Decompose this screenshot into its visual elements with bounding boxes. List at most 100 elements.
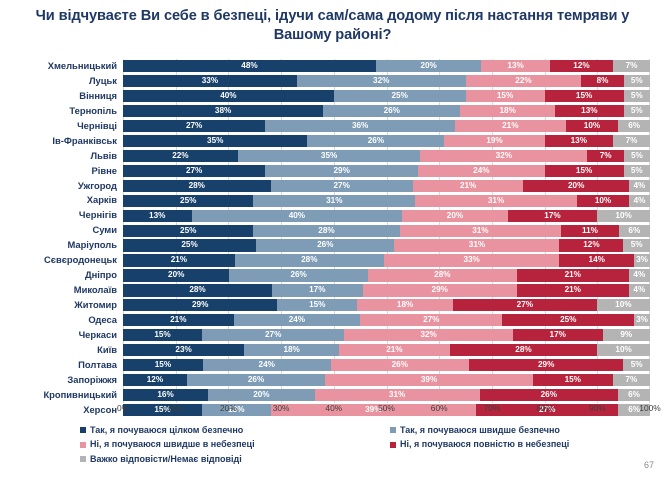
bar-segment: 7% [613, 60, 650, 73]
bar-segment-label: 25% [180, 195, 197, 205]
bar-segment: 32% [420, 149, 588, 163]
stacked-bar: 15% 13% 39% 27% 6% [123, 403, 650, 417]
bar-segment: 24% [233, 314, 361, 327]
bar-segment: 31% [253, 194, 416, 207]
x-axis-tick-label: 0% [116, 403, 130, 413]
legend-item: Ні, я почуваюся повністю в небезпеці [390, 438, 569, 453]
bar-segment: 27% [360, 314, 503, 327]
bar-segment-label: 10% [615, 210, 632, 220]
bar-segment: 4% [628, 179, 650, 192]
bar-segment: 28% [234, 254, 384, 267]
legend-column-left: Так, я почуваюся цілком безпечно Ні, я по… [80, 423, 255, 467]
bar-segment: 7% [587, 149, 624, 163]
bar-segment: 28% [253, 224, 400, 237]
bar-segment: 29% [123, 299, 278, 312]
bar-segment: 23% [123, 344, 245, 357]
chart-row: Львів 22% 35% 32% 7% 5% [0, 149, 665, 164]
stacked-bar: 28% 17% 29% 21% 4% [123, 284, 650, 297]
bar-segment-label: 20% [567, 180, 585, 190]
bar-segment: 39% [325, 373, 533, 387]
bar-segment-label: 29% [537, 359, 555, 369]
bar-segment-label: 15% [154, 404, 171, 414]
legend-label: Так, я почуваюся швидше безпечно [400, 424, 560, 435]
bar-segment-label: 6% [628, 389, 640, 399]
bar-segment-label: 29% [333, 165, 350, 175]
bar-segment: 17% [272, 284, 363, 297]
bar-segment: 28% [367, 269, 517, 282]
bar-segment: 40% [123, 90, 334, 103]
bar-segment-label: 35% [207, 135, 224, 145]
stacked-bar: 27% 36% 21% 10% 6% [123, 119, 650, 133]
chart-row: Ужгород 28% 27% 21% 20% 4% [0, 179, 665, 194]
bar-segment-label: 5% [630, 91, 643, 101]
chart-rows-container: Хмельницький 48% 20% 13% 12% 7% Луцьк 33% 32% 22%… [0, 59, 665, 417]
bar-segment: 9% [602, 329, 650, 342]
chart-row: Полтава 15% 24% 26% 29% 5% [0, 358, 665, 373]
bar-segment-label: 10% [583, 120, 601, 130]
chart-row: Херсон 15% 13% 39% 27% 6% [0, 403, 665, 418]
bar-segment-label: 40% [220, 91, 237, 101]
bar-segment: 18% [460, 105, 556, 118]
bar-segment-label: 36% [351, 120, 369, 130]
stacked-bar: 15% 24% 26% 29% 5% [123, 358, 650, 372]
stacked-bar: 33% 32% 22% 8% 5% [123, 75, 650, 88]
bar-segment-label: 17% [544, 210, 561, 220]
bar-segment: 5% [623, 164, 650, 178]
bar-segment-label: 15% [575, 91, 593, 101]
bar-segment-label: 3% [636, 315, 648, 325]
bar-segment-label: 15% [496, 91, 514, 101]
row-category-label: Ів-Франківськ [52, 134, 117, 146]
bar-segment: 25% [123, 239, 257, 252]
bar-segment-label: 26% [367, 135, 385, 145]
stacked-bar: 38% 26% 18% 13% 5% [123, 105, 650, 118]
bar-segment: 24% [418, 164, 545, 178]
bar-segment: 20% [123, 269, 230, 282]
bar-segment-label: 21% [502, 120, 519, 130]
row-category-label: Чернівці [77, 119, 117, 131]
bar-segment: 26% [479, 388, 619, 402]
chart-row: Дніпро 20% 26% 28% 21% 4% [0, 268, 665, 283]
bar-segment: 21% [123, 314, 234, 327]
bar-segment-label: 21% [170, 315, 187, 325]
bar-segment: 15% [532, 373, 613, 387]
bar-segment-label: 14% [588, 255, 605, 265]
bar-segment: 26% [323, 105, 461, 118]
stacked-bar: 21% 24% 27% 25% 3% [123, 314, 650, 327]
bar-segment: 21% [339, 344, 450, 357]
stacked-bar: 25% 31% 31% 10% 4% [123, 194, 650, 207]
chart-row: Рівне 27% 29% 24% 15% 5% [0, 164, 665, 179]
bar-segment-label: 20% [420, 61, 437, 71]
bar-segment-label: 17% [549, 330, 566, 340]
chart-legend: Так, я почуваюся цілком безпечно Ні, я по… [0, 423, 665, 471]
bar-segment-label: 28% [188, 180, 205, 190]
chart-row: Київ 23% 18% 21% 28% 10% [0, 343, 665, 358]
bar-segment: 13% [202, 403, 271, 417]
chart-row: Житомир 29% 15% 18% 27% 10% [0, 298, 665, 313]
bar-segment: 14% [559, 254, 634, 267]
bar-segment-label: 15% [154, 359, 172, 369]
bar-segment-label: 23% [175, 345, 192, 355]
bar-segment: 12% [123, 373, 187, 387]
stacked-bar: 16% 20% 31% 26% 6% [123, 388, 650, 402]
bar-segment-label: 31% [326, 195, 343, 205]
row-category-label: Запоріжжя [67, 373, 117, 385]
bar-segment-label: 7% [625, 135, 638, 145]
chart-row: Маріуполь 25% 26% 31% 12% 5% [0, 238, 665, 253]
bar-segment-label: 39% [365, 404, 382, 414]
bar-segment: 31% [314, 388, 480, 402]
stacked-bar: 20% 26% 28% 21% 4% [123, 269, 650, 282]
stacked-bar: 25% 26% 31% 12% 5% [123, 239, 650, 252]
bar-segment-label: 29% [191, 300, 209, 310]
legend-swatch-icon [80, 427, 86, 434]
bar-segment: 5% [623, 239, 650, 252]
bar-segment: 5% [623, 90, 650, 103]
bar-segment: 20% [402, 209, 508, 222]
x-axis-tick-label: 100% [639, 403, 661, 413]
bar-segment: 48% [123, 60, 376, 73]
bar-segment: 5% [623, 149, 650, 163]
bar-segment: 6% [618, 403, 650, 417]
bar-segment-label: 4% [633, 285, 646, 295]
bar-segment-label: 5% [630, 76, 643, 86]
legend-item: Так, я почуваюся цілком безпечно [80, 423, 255, 438]
bar-segment: 13% [123, 209, 192, 222]
